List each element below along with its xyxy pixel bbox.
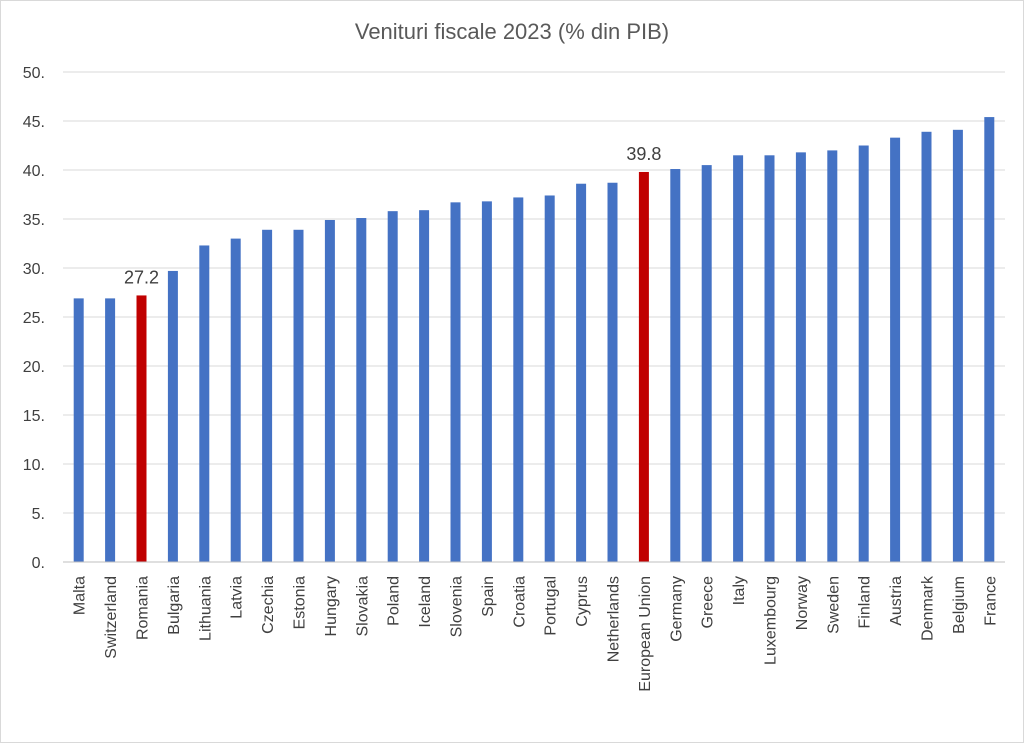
data-label: 27.2 <box>124 267 159 287</box>
y-tick-label: 50. <box>23 65 45 82</box>
bar-norway <box>795 152 806 563</box>
x-axis-category-labels: Malta Switzerland Romania Bulgaria Lithuania… <box>72 575 1000 692</box>
x-category-label: Hungary <box>323 576 340 636</box>
x-category-label: Denmark <box>920 575 937 641</box>
bar-romania <box>136 295 147 562</box>
bar-latvia <box>230 238 241 562</box>
bar-austria <box>890 137 901 562</box>
y-tick-label: 45. <box>23 114 45 131</box>
bar-slovakia <box>356 218 367 562</box>
bar-poland <box>387 211 398 562</box>
x-category-label: Poland <box>386 576 403 626</box>
bar-sweden <box>827 150 838 562</box>
bars <box>73 117 995 563</box>
bar-denmark <box>921 131 932 562</box>
y-tick-label: 35. <box>23 212 45 229</box>
y-tick-label: 40. <box>23 163 45 180</box>
y-tick-label: 15. <box>23 408 45 425</box>
x-category-label: Latvia <box>229 576 246 619</box>
bar-luxembourg <box>764 155 775 563</box>
x-category-label: Sweden <box>825 576 842 634</box>
bar-bulgaria <box>167 270 178 562</box>
bar-germany <box>670 169 681 562</box>
x-category-label: Germany <box>668 576 685 642</box>
data-label: 39.8 <box>626 144 661 164</box>
x-category-label: France <box>982 576 999 626</box>
bar-belgium <box>952 129 963 562</box>
bar-spain <box>481 201 492 563</box>
bar-slovenia <box>450 202 461 562</box>
x-category-label: Croatia <box>511 576 528 628</box>
y-tick-label: 20. <box>23 359 45 376</box>
x-category-label: Lithuania <box>197 576 214 641</box>
bar-estonia <box>293 229 304 562</box>
x-category-label: Spain <box>480 576 497 617</box>
bar-hungary <box>324 219 335 563</box>
bar-france <box>984 117 995 562</box>
x-category-label: Slovenia <box>449 576 466 637</box>
x-category-label: Italy <box>731 576 748 605</box>
x-category-label: Portugal <box>543 576 560 636</box>
x-category-label: Iceland <box>417 576 434 628</box>
bar-european-union <box>638 171 649 562</box>
x-category-label: Netherlands <box>606 576 623 662</box>
bar-switzerland <box>105 298 116 562</box>
bar-greece <box>701 165 712 562</box>
bar-malta <box>73 298 84 562</box>
chart-title: Venituri fiscale 2023 (% din PIB) <box>355 19 669 44</box>
y-tick-label: 10. <box>23 457 45 474</box>
bar-croatia <box>513 197 524 562</box>
x-category-label: Estonia <box>292 576 309 629</box>
bar-finland <box>858 145 869 562</box>
x-category-label: Czechia <box>260 576 277 634</box>
x-category-label: Romania <box>135 576 152 640</box>
bar-netherlands <box>607 182 618 563</box>
y-axis-tick-labels: 0. 5. 10. 15. 20. 25. 30. 35. 40. 45. 50. <box>23 65 45 572</box>
bar-cyprus <box>576 183 587 562</box>
data-labels: 27.2 39.8 <box>124 144 661 287</box>
x-category-label: Switzerland <box>103 576 120 659</box>
x-category-label: Austria <box>888 576 905 626</box>
bar-italy <box>733 155 744 563</box>
y-tick-label: 0. <box>32 555 45 572</box>
x-category-label: Cyprus <box>574 576 591 627</box>
bar-portugal <box>544 195 555 563</box>
gridlines <box>63 71 1005 514</box>
x-category-label: Finland <box>857 576 874 628</box>
x-category-label: Belgium <box>951 576 968 634</box>
x-category-label: Greece <box>700 576 717 629</box>
x-category-label: Norway <box>794 576 811 630</box>
y-tick-label: 30. <box>23 261 45 278</box>
bar-czechia <box>262 229 273 562</box>
bar-lithuania <box>199 245 210 562</box>
y-tick-label: 5. <box>32 506 45 523</box>
y-tick-label: 25. <box>23 310 45 327</box>
x-category-label: Bulgaria <box>166 576 183 635</box>
x-category-label: European Union <box>637 576 654 692</box>
x-category-label: Slovakia <box>354 576 371 637</box>
bar-iceland <box>419 210 430 562</box>
x-category-label: Malta <box>72 576 89 615</box>
x-category-label: Luxembourg <box>763 576 780 665</box>
